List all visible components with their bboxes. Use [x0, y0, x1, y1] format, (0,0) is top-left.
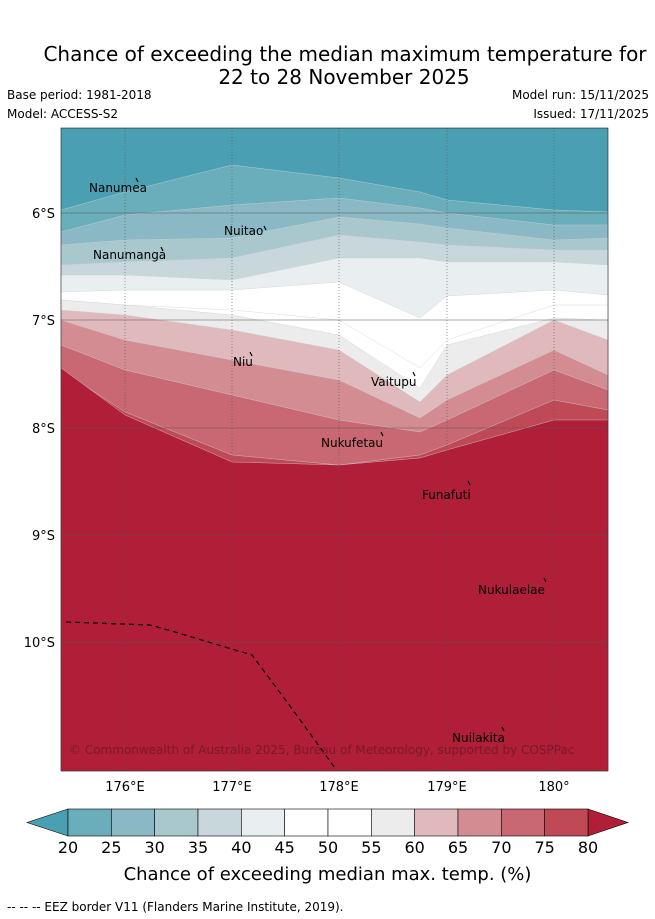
island-shape [380, 431, 384, 437]
lat-label: 7°S [32, 314, 55, 329]
colorbar-segment [544, 808, 589, 837]
island-label-funafuti: Funafuti [422, 488, 471, 502]
colorbar-tick: 65 [447, 838, 469, 857]
island-label-nuilakita: Nuilakita [452, 731, 505, 745]
colorbar-segment [197, 808, 242, 837]
colorbar-label: Chance of exceeding median max. temp. (%… [123, 864, 532, 885]
island-label-nanumanga: Nanumanga [93, 248, 166, 262]
lat-label: 6°S [32, 207, 55, 222]
colorbar-tick: 50 [317, 838, 339, 857]
lon-label: 177°E [212, 780, 252, 795]
colorbar-tick: 30 [144, 838, 165, 857]
colorbar-tick: 60 [404, 838, 425, 857]
colorbar-segment [111, 808, 155, 837]
model-name: Model: ACCESS-S2 [7, 107, 119, 121]
colorbar-tick: 25 [101, 838, 122, 857]
island-shape [263, 225, 267, 231]
island-label-vaitupu: Vaitupu [371, 375, 417, 389]
colorbar-segment [414, 808, 459, 837]
eez-footnote: -- -- -- EEZ border V11 (Flanders Marine… [7, 900, 344, 914]
island-shape [249, 351, 253, 357]
colorbar-segment [457, 808, 502, 837]
model-run: Model run: 15/11/2025 [511, 88, 649, 102]
colorbar-tick: 75 [534, 838, 555, 857]
island-shape [135, 177, 139, 183]
lon-label: 179°E [427, 780, 467, 795]
colorbar-segment [284, 808, 329, 837]
lon-label: 178°E [319, 780, 359, 795]
island-shape [412, 371, 416, 377]
lon-label: 180° [538, 780, 569, 795]
island-label-nukufetau: Nukufetau [321, 436, 383, 450]
colorbar-segment [154, 808, 199, 837]
lat-label: 10°S [24, 636, 55, 651]
colorbar-extend-low [26, 808, 69, 837]
island-label-nuitao: Nuitao [224, 224, 263, 238]
colorbar-segment [371, 808, 415, 837]
colorbar-tick: 35 [187, 838, 209, 857]
island-shape [501, 726, 505, 732]
copyright-text: © Commonwealth of Australia 2025, Bureau… [69, 743, 574, 757]
colorbar-tick: 20 [57, 838, 79, 857]
colorbar-tick: 55 [361, 838, 382, 857]
colorbar-segment [241, 808, 285, 837]
island-shape [543, 577, 547, 583]
colorbar-tick: 80 [577, 838, 599, 857]
colorbar-tick: 45 [274, 838, 295, 857]
map-frame [60, 127, 609, 772]
colorbar-extend-high [587, 808, 629, 837]
colorbar-segment [501, 808, 545, 837]
island-shape [467, 480, 471, 486]
lat-label: 8°S [32, 422, 55, 437]
island-label-niu: Niu [233, 355, 253, 369]
island-label-nukulaelae: Nukulaelae [478, 583, 545, 597]
title-line-1: Chance of exceeding the median maximum t… [43, 42, 647, 66]
colorbar-segment [327, 808, 372, 837]
colorbar-tick: 40 [231, 838, 252, 857]
island-label-nanumea: Nanumea [89, 181, 147, 195]
colorbar-tick: 70 [491, 838, 512, 857]
lat-label: 9°S [32, 529, 55, 544]
title-line-2: 22 to 28 November 2025 [218, 65, 470, 89]
island-shape [160, 246, 164, 252]
lon-label: 176°E [105, 780, 145, 795]
base-period: Base period: 1981-2018 [7, 88, 152, 102]
issued-date: Issued: 17/11/2025 [533, 107, 649, 121]
colorbar-segment [67, 808, 112, 837]
